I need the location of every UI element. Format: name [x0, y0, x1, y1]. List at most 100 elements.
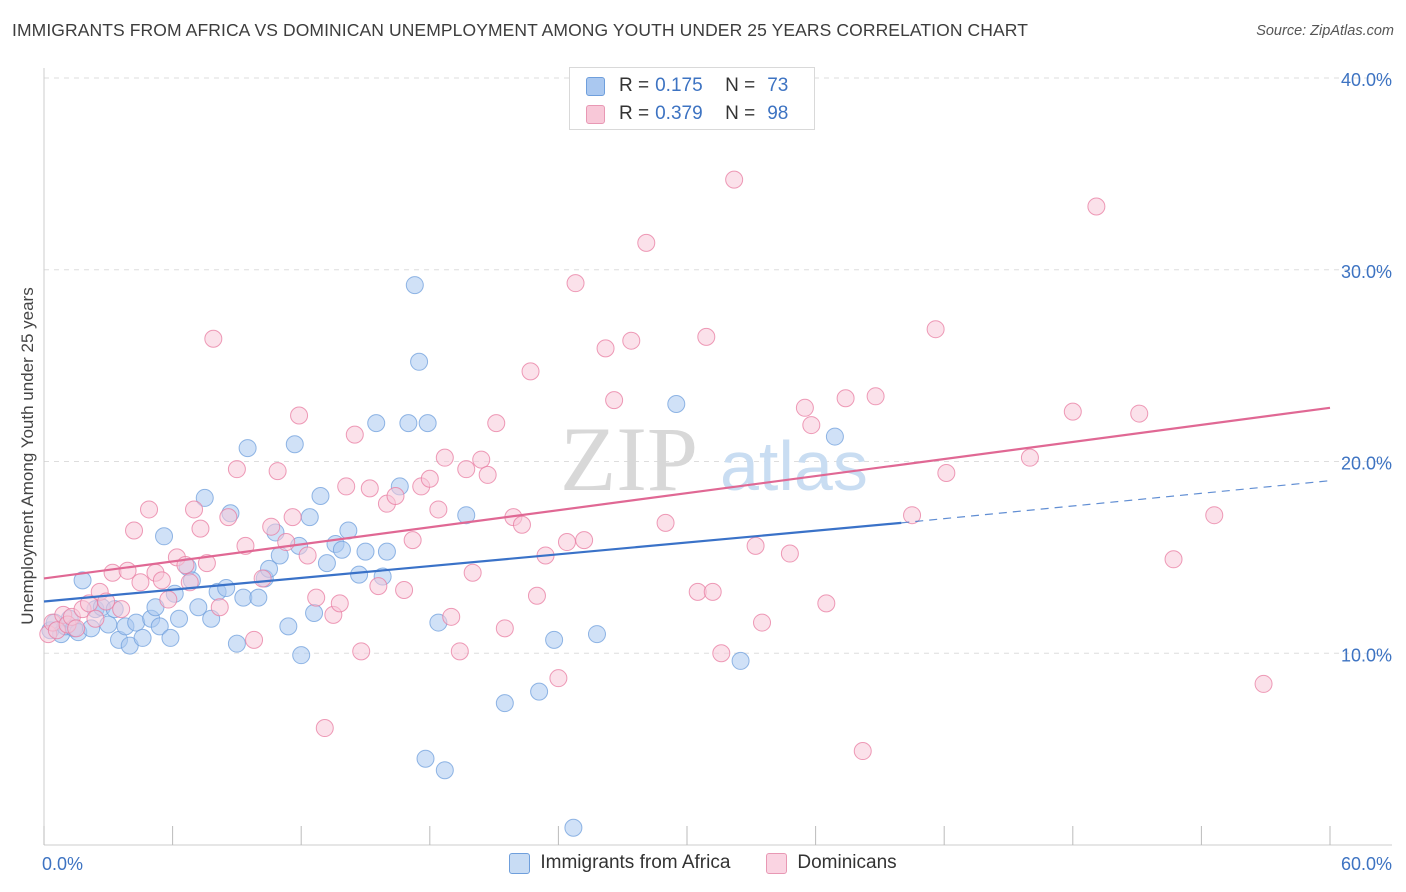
point-dominicans [575, 531, 594, 550]
point-dominicans [245, 630, 264, 649]
point-africa [161, 628, 180, 647]
legend-n-label: N = [725, 75, 756, 96]
point-dominicans [360, 479, 379, 498]
x-tick-label: 0.0% [42, 854, 83, 874]
point-dominicans [204, 329, 223, 348]
chart-title: IMMIGRANTS FROM AFRICA VS DOMINICAN UNEM… [12, 20, 1029, 40]
legend-row-dominicans: R = 0.379 N = 98 [586, 102, 788, 126]
point-dominicans [622, 331, 641, 350]
point-africa [227, 634, 246, 653]
trend-line-dominicans [43, 406, 1331, 580]
point-dominicans [725, 170, 744, 189]
point-africa [73, 571, 92, 590]
point-dominicans [557, 533, 576, 552]
point-dominicans [596, 339, 615, 358]
point-africa [285, 435, 304, 454]
legend-swatch-dominicans [766, 852, 788, 874]
point-dominicans [802, 416, 821, 435]
point-dominicans [345, 425, 364, 444]
point-dominicans [403, 531, 422, 550]
point-africa [234, 588, 253, 607]
point-dominicans [605, 391, 624, 410]
point-dominicans [131, 573, 150, 592]
point-dominicans [386, 487, 405, 506]
source-credit: Source: ZipAtlas.com [1256, 23, 1394, 39]
point-dominicans [352, 642, 371, 661]
tick-labels: 10.0% 20.0% 30.0% 40.0% 0.0% 60.0% [42, 70, 1392, 874]
point-africa [399, 414, 418, 433]
point-africa [305, 603, 324, 622]
point-africa [356, 542, 375, 561]
point-dominicans [307, 588, 326, 607]
point-dominicans [283, 508, 302, 527]
point-africa [195, 488, 214, 507]
point-dominicans [290, 406, 309, 425]
point-dominicans [712, 644, 731, 663]
point-africa [217, 579, 236, 598]
trend-line-africa [43, 521, 902, 603]
point-africa [731, 651, 750, 670]
legend-r-label: R = [619, 103, 650, 124]
watermark: ZIP atlas [560, 408, 868, 510]
legend-r-label: R = [619, 75, 650, 96]
correlation-legend: R = 0.175 N = 73 R = 0.379 N = 98 [569, 67, 815, 130]
point-africa [127, 613, 146, 632]
point-africa [405, 276, 424, 295]
point-africa [367, 414, 386, 433]
point-dominicans [442, 607, 461, 626]
point-dominicans [429, 500, 448, 519]
point-dominicans [180, 573, 199, 592]
point-africa [300, 508, 319, 527]
y-tick-label: 40.0% [1341, 70, 1392, 90]
point-dominicans [1205, 506, 1224, 525]
point-africa [457, 506, 476, 525]
y-tick-label: 10.0% [1341, 645, 1392, 665]
legend-swatch-africa [586, 76, 605, 96]
point-dominicans [478, 465, 497, 484]
point-africa [189, 598, 208, 617]
point-dominicans [210, 598, 229, 617]
legend-swatch-africa [509, 852, 531, 874]
point-dominicans [67, 619, 86, 638]
point-dominicans [472, 450, 491, 469]
point-dominicans [268, 462, 287, 481]
point-dominicans [688, 582, 707, 601]
point-dominicans [152, 571, 171, 590]
point-dominicans [159, 590, 178, 609]
point-dominicans [112, 600, 131, 619]
point-africa [825, 427, 844, 446]
point-dominicans [420, 469, 439, 488]
point-dominicans [1087, 197, 1106, 216]
point-africa [564, 818, 583, 837]
point-dominicans [219, 508, 238, 527]
point-dominicans [298, 546, 317, 565]
point-dominicans [753, 613, 772, 632]
point-dominicans [1020, 448, 1039, 467]
point-africa [332, 540, 351, 559]
point-dominicans [1164, 550, 1183, 569]
point-dominicans [527, 586, 546, 605]
trend-line-africa-extension [901, 480, 1331, 524]
point-dominicans [103, 563, 122, 582]
point-dominicans [549, 669, 568, 688]
data-points [39, 170, 1273, 837]
point-dominicans [521, 362, 540, 381]
point-dominicans [780, 544, 799, 563]
point-dominicans [463, 563, 482, 582]
point-dominicans [656, 513, 675, 532]
point-dominicans [262, 517, 281, 536]
legend-r-value: 0.379 [655, 103, 703, 124]
point-dominicans [836, 389, 855, 408]
point-africa [155, 527, 174, 546]
watermark-atlas: atlas [720, 427, 868, 505]
point-dominicans [703, 582, 722, 601]
point-dominicans [369, 577, 388, 596]
legend-item-africa: Immigrants from Africa [509, 852, 730, 874]
legend-n-label: N = [725, 103, 756, 124]
point-dominicans [487, 414, 506, 433]
legend-swatch-dominicans [586, 104, 605, 124]
point-dominicans [315, 719, 334, 738]
axes [43, 68, 1392, 846]
point-dominicans [866, 387, 885, 406]
point-africa [292, 646, 311, 665]
